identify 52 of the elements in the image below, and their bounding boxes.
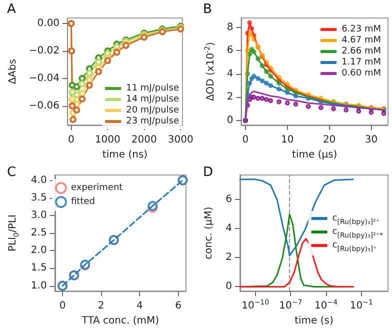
x-tick-label: 1000: [94, 134, 120, 146]
x-axis-title: TTA conc. (mM): [80, 316, 160, 326]
y-tick-label: 0: [226, 114, 234, 126]
y-tick-label: 1.5: [30, 262, 47, 274]
legend-label: 0.60 mM: [342, 68, 382, 78]
y-tick-label: 8: [226, 22, 234, 33]
y-tick-label: 1.0: [30, 280, 47, 292]
y-tick-label: −0.02: [28, 45, 60, 56]
x-tick-label: 0: [68, 134, 74, 146]
y-axis-title: conc. (μM): [204, 206, 214, 260]
legend-label: 14 mJ/pulse: [126, 94, 180, 104]
x-tick-label: 20: [322, 134, 336, 146]
y-tick-label: −0.04: [28, 72, 60, 84]
x-tick-label: 2000: [131, 134, 157, 146]
y-tick-label: 6: [226, 194, 232, 206]
x-tick-label: 4: [136, 300, 143, 312]
x-tick-label: 2: [98, 300, 104, 312]
legend-label: 20 mJ/pulse: [126, 106, 180, 116]
x-tick-label: 10: [281, 134, 294, 146]
x-axis-title: time (s): [294, 316, 334, 326]
x-axis-title: time (μs): [292, 150, 338, 160]
x-tick-label: 3000: [168, 134, 194, 146]
y-tick-label: 6: [226, 45, 234, 56]
y-tick-label: 2: [226, 92, 234, 103]
legend-label: 4.67 mM: [342, 36, 382, 46]
legend-label: 6.23 mM: [342, 24, 382, 34]
chart-title: D: [203, 165, 214, 180]
legend-label: 23 mJ/pulse: [126, 116, 180, 126]
y-tick-label: 2: [226, 252, 232, 264]
chart-title: C: [7, 165, 16, 180]
chart-title: A: [7, 2, 16, 17]
x-tick-label: 6: [175, 300, 182, 312]
y-tick-label: 2.5: [30, 228, 47, 239]
y-axis-title: ΔAbs: [8, 58, 18, 84]
y-tick-label: 3.5: [30, 192, 47, 204]
y-tick-label: 0.00: [37, 18, 60, 29]
x-axis-title: time (ns): [102, 150, 148, 160]
legend-label: experiment: [71, 183, 124, 193]
legend-label: fitted: [71, 197, 95, 207]
chart-title: B: [203, 2, 212, 17]
y-tick-label: 3.0: [30, 210, 47, 221]
legend-label: 1.17 mM: [342, 58, 382, 68]
y-tick-label: 4: [226, 68, 234, 80]
x-tick-label: 30: [364, 134, 378, 146]
legend-label: 2.66 mM: [342, 46, 382, 56]
x-tick-label: 0: [242, 134, 249, 146]
y-tick-label: 4.0: [30, 174, 47, 186]
y-tick-label: −0.06: [28, 100, 60, 112]
legend-label: 11 mJ/pulse: [126, 84, 180, 94]
y-tick-label: 0: [226, 281, 232, 292]
y-tick-label: 4: [226, 223, 232, 234]
y-tick-label: 2.0: [30, 245, 47, 256]
